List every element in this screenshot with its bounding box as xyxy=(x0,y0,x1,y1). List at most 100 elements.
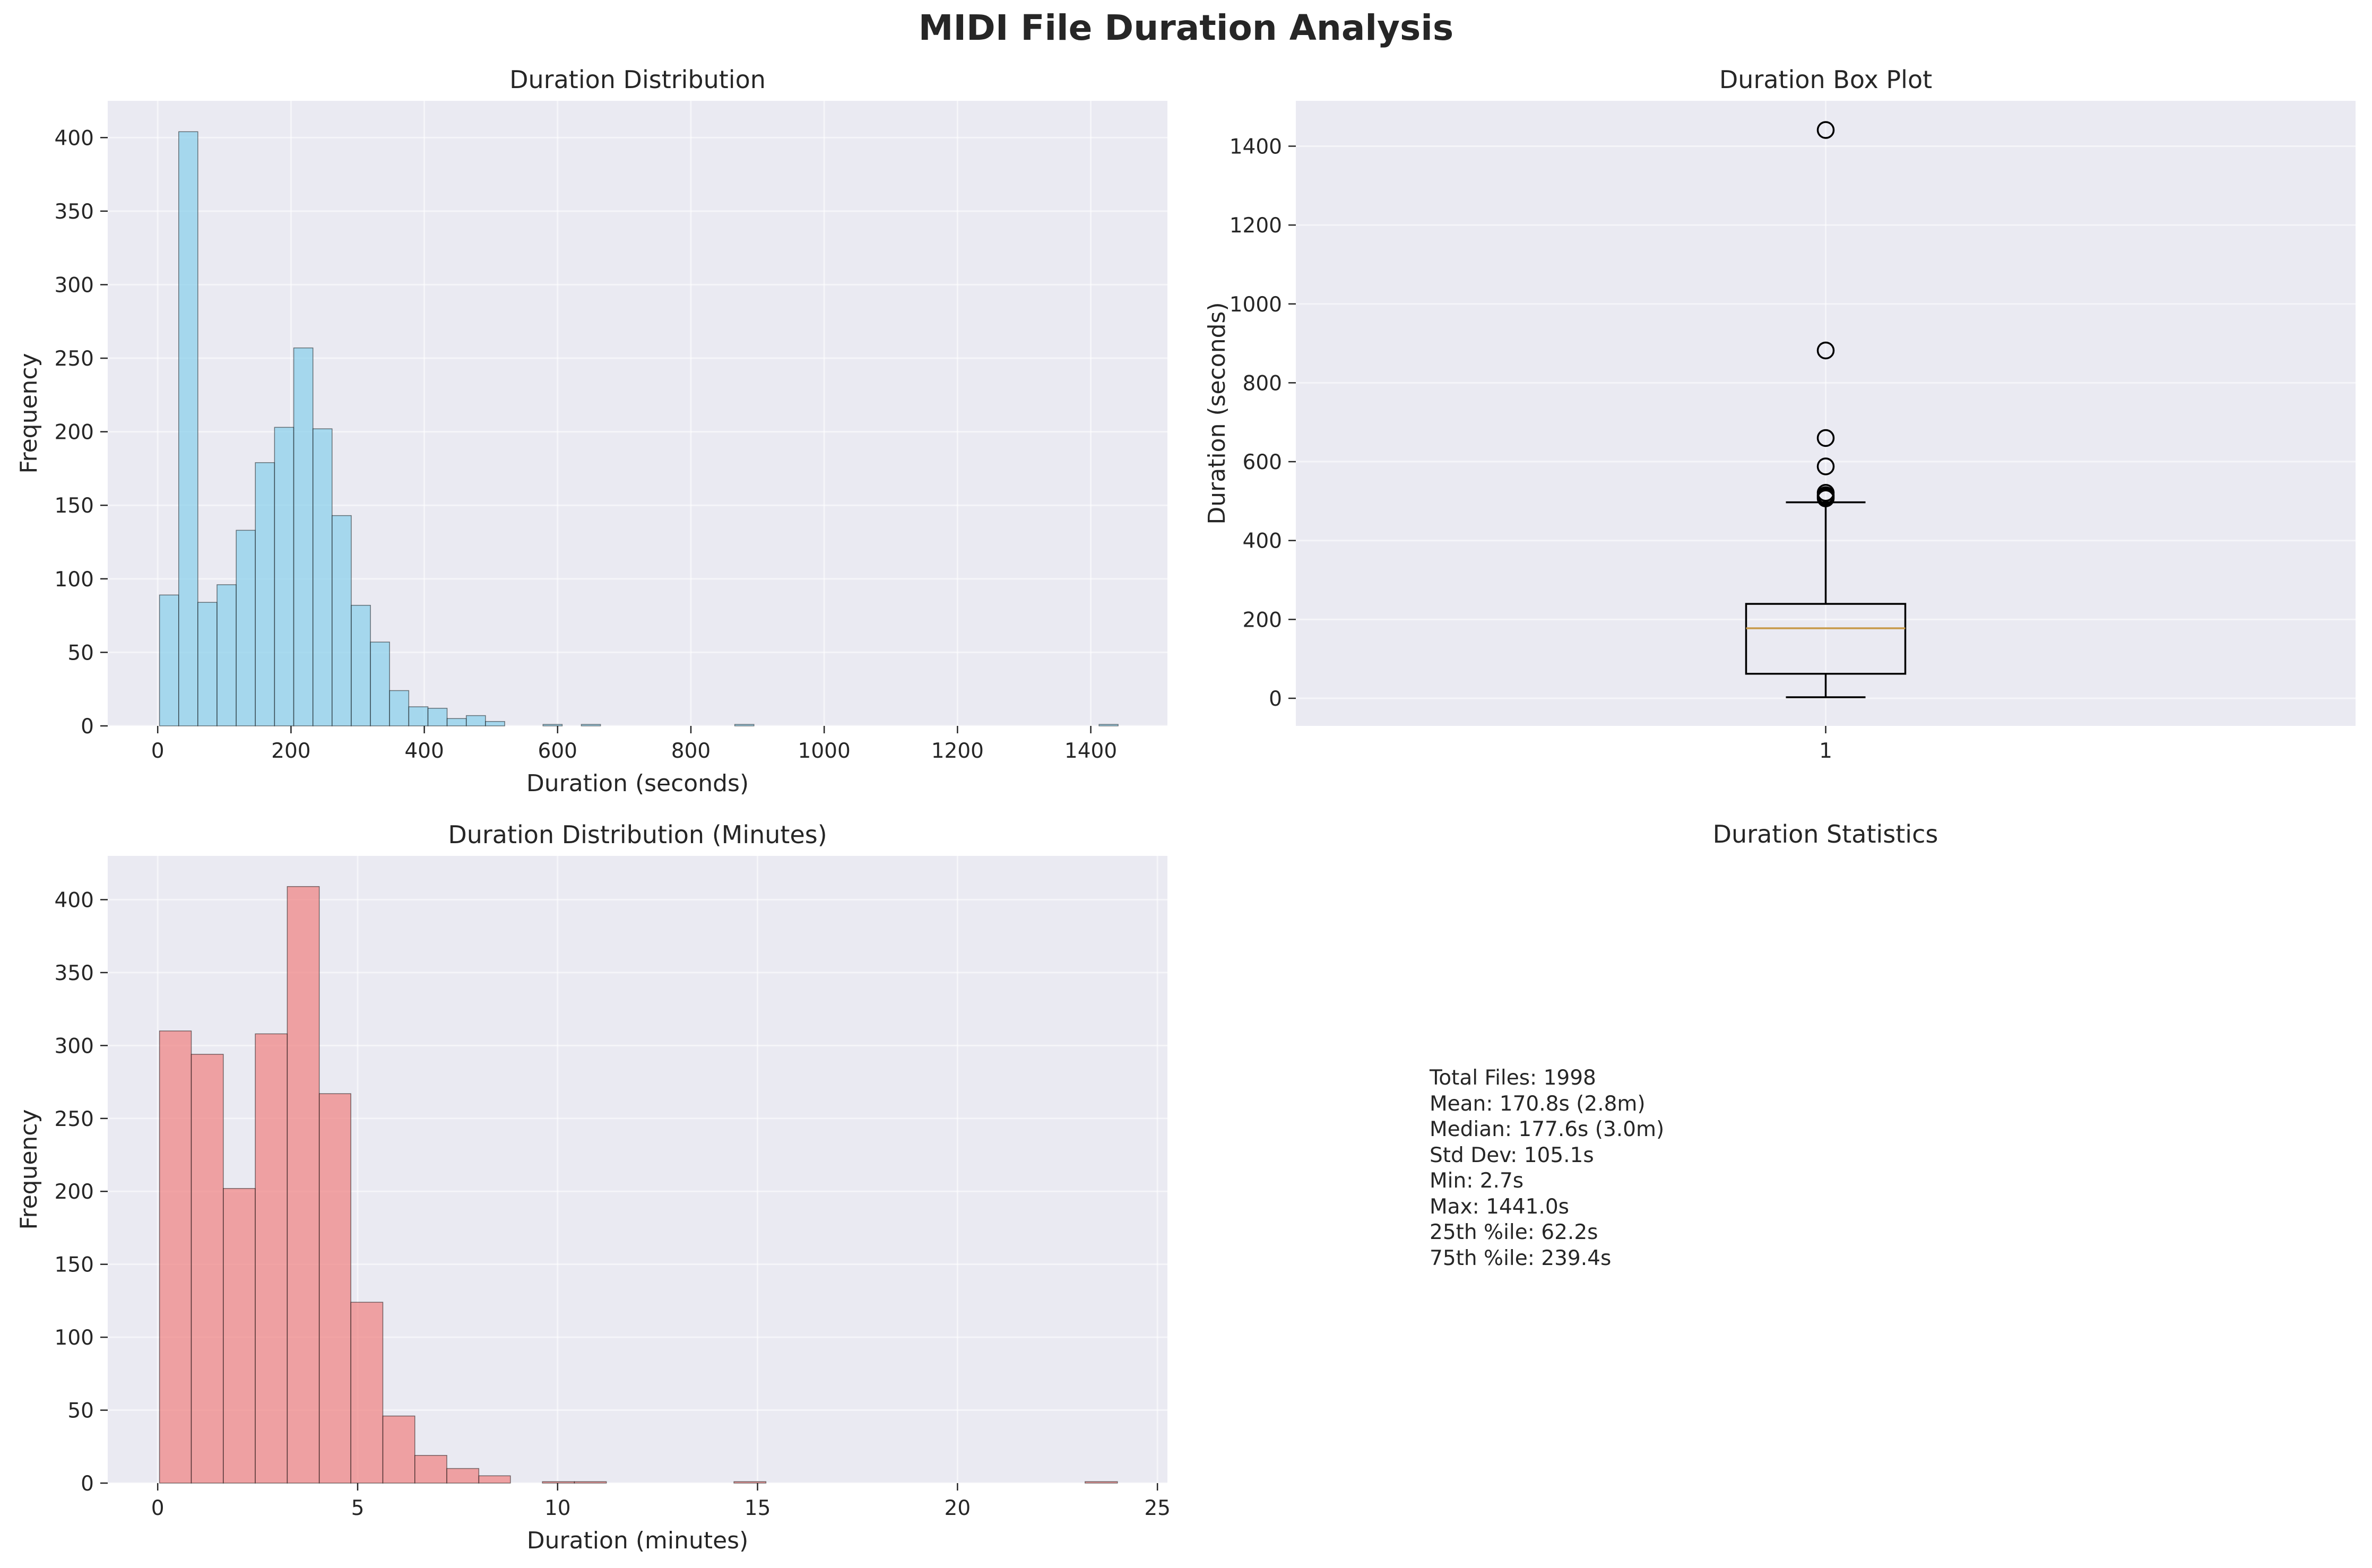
x-axis-label: Duration (seconds) xyxy=(526,770,749,797)
box-plot xyxy=(1745,121,1907,698)
y-tick-label: 400 xyxy=(55,126,94,150)
histogram-bar xyxy=(293,347,314,726)
histogram-bar xyxy=(191,1054,224,1484)
x-tick-label: 400 xyxy=(404,739,444,763)
stats-line: Median: 177.6s (3.0m) xyxy=(1430,1117,1665,1141)
x-tick-label: 1200 xyxy=(931,739,984,763)
y-tick-label: 200 xyxy=(55,1180,94,1204)
y-tick-label: 200 xyxy=(1243,608,1282,632)
x-tick-label: 800 xyxy=(671,739,711,763)
y-tick-label: 350 xyxy=(55,961,94,985)
y-tick-label: 0 xyxy=(1269,687,1282,711)
y-tick-label: 400 xyxy=(1243,530,1282,553)
y-tick-label: 1400 xyxy=(1230,135,1282,159)
histogram-bar xyxy=(274,427,295,726)
stats-line: Mean: 170.8s (2.8m) xyxy=(1430,1091,1646,1116)
outlier-point xyxy=(1816,341,1835,360)
y-tick-label: 300 xyxy=(55,1034,94,1058)
histogram-bar xyxy=(236,530,256,726)
y-tick-label: 150 xyxy=(55,494,94,518)
x-tick-label: 600 xyxy=(538,739,577,763)
histogram-bar xyxy=(370,642,390,726)
histogram-bar xyxy=(478,1475,511,1484)
histogram-bar xyxy=(408,706,429,726)
histogram-bar xyxy=(1085,1481,1118,1484)
x-tick-label: 1400 xyxy=(1064,739,1117,763)
stats-line: Std Dev: 105.1s xyxy=(1430,1143,1594,1167)
y-tick-label: 100 xyxy=(55,1326,94,1350)
y-tick-label: 250 xyxy=(55,1107,94,1131)
figure-title: MIDI File Duration Analysis xyxy=(918,7,1454,48)
y-tick-label: 0 xyxy=(81,1472,94,1496)
histogram-bar xyxy=(465,715,486,726)
y-tick-label: 50 xyxy=(67,641,94,665)
y-tick-label: 800 xyxy=(1243,371,1282,395)
stats-line: Max: 1441.0s xyxy=(1430,1194,1569,1219)
subplot-title: Duration Distribution xyxy=(509,65,766,94)
histogram-bar xyxy=(178,131,198,726)
histogram-bar xyxy=(159,594,179,726)
y-tick-label: 0 xyxy=(81,715,94,739)
histogram-bar xyxy=(223,1188,256,1484)
histogram-bar xyxy=(351,604,371,726)
histogram-bar xyxy=(287,886,320,1484)
stats-line: Min: 2.7s xyxy=(1430,1169,1524,1193)
outlier-point xyxy=(1816,457,1835,475)
y-tick-label: 1200 xyxy=(1230,214,1282,238)
outlier-point xyxy=(1816,484,1835,502)
y-axis-label: Frequency xyxy=(15,353,42,473)
y-tick-label: 400 xyxy=(55,888,94,912)
histogram-bar xyxy=(197,602,218,726)
x-axis-label: Duration (minutes) xyxy=(527,1527,749,1554)
histogram-bar xyxy=(159,1030,192,1484)
histogram-bars-2 xyxy=(159,886,1118,1484)
histogram-bars-0 xyxy=(159,131,1119,726)
x-tick-label: 5 xyxy=(351,1496,365,1520)
x-tick-label: 1 xyxy=(1819,739,1832,763)
x-tick-label: 20 xyxy=(945,1496,971,1520)
histogram-bar xyxy=(350,1302,384,1484)
y-tick-label: 1000 xyxy=(1230,293,1282,317)
histogram-bar xyxy=(485,721,505,726)
outlier-point xyxy=(1816,121,1835,139)
y-tick-label: 600 xyxy=(1243,451,1282,474)
x-tick-label: 200 xyxy=(271,739,310,763)
subplot-title: Duration Box Plot xyxy=(1719,65,1932,94)
histogram-bar xyxy=(389,690,410,726)
stats-title: Duration Statistics xyxy=(1713,820,1938,848)
stats-line: 75th %ile: 239.4s xyxy=(1430,1246,1612,1270)
histogram-bar xyxy=(733,1481,767,1484)
stats-line: 25th %ile: 62.2s xyxy=(1430,1220,1598,1244)
subplot-title: Duration Distribution (Minutes) xyxy=(448,820,827,849)
y-tick-label: 150 xyxy=(55,1253,94,1277)
histogram-bar xyxy=(734,724,755,726)
y-axis-label: Frequency xyxy=(15,1109,42,1229)
x-tick-label: 15 xyxy=(745,1496,771,1520)
histogram-bar xyxy=(382,1415,415,1484)
y-tick-label: 200 xyxy=(55,421,94,445)
y-tick-label: 250 xyxy=(55,347,94,371)
histogram-bar xyxy=(1098,724,1119,726)
histogram-bar xyxy=(581,724,601,726)
histogram-bar xyxy=(217,584,237,726)
y-tick-label: 300 xyxy=(55,273,94,297)
histogram-bar xyxy=(446,1468,480,1484)
box-iqr xyxy=(1745,603,1907,675)
stats-line: Total Files: 1998 xyxy=(1430,1066,1596,1090)
x-tick-label: 1000 xyxy=(798,739,851,763)
y-tick-label: 350 xyxy=(55,200,94,224)
histogram-bar xyxy=(312,428,333,726)
histogram-bar xyxy=(318,1093,351,1484)
y-tick-label: 100 xyxy=(55,568,94,592)
x-tick-label: 0 xyxy=(151,1496,165,1520)
y-tick-label: 50 xyxy=(67,1399,94,1423)
histogram-bar xyxy=(414,1455,447,1484)
histogram-bar xyxy=(542,724,563,726)
histogram-bar xyxy=(574,1481,607,1484)
duration-statistics-text: Total Files: 1998 Mean: 170.8s (2.8m) Medi… xyxy=(1430,1065,1664,1271)
x-tick-label: 10 xyxy=(544,1496,571,1520)
outlier-point xyxy=(1816,429,1835,447)
x-tick-label: 25 xyxy=(1144,1496,1171,1520)
histogram-bar xyxy=(446,718,467,726)
